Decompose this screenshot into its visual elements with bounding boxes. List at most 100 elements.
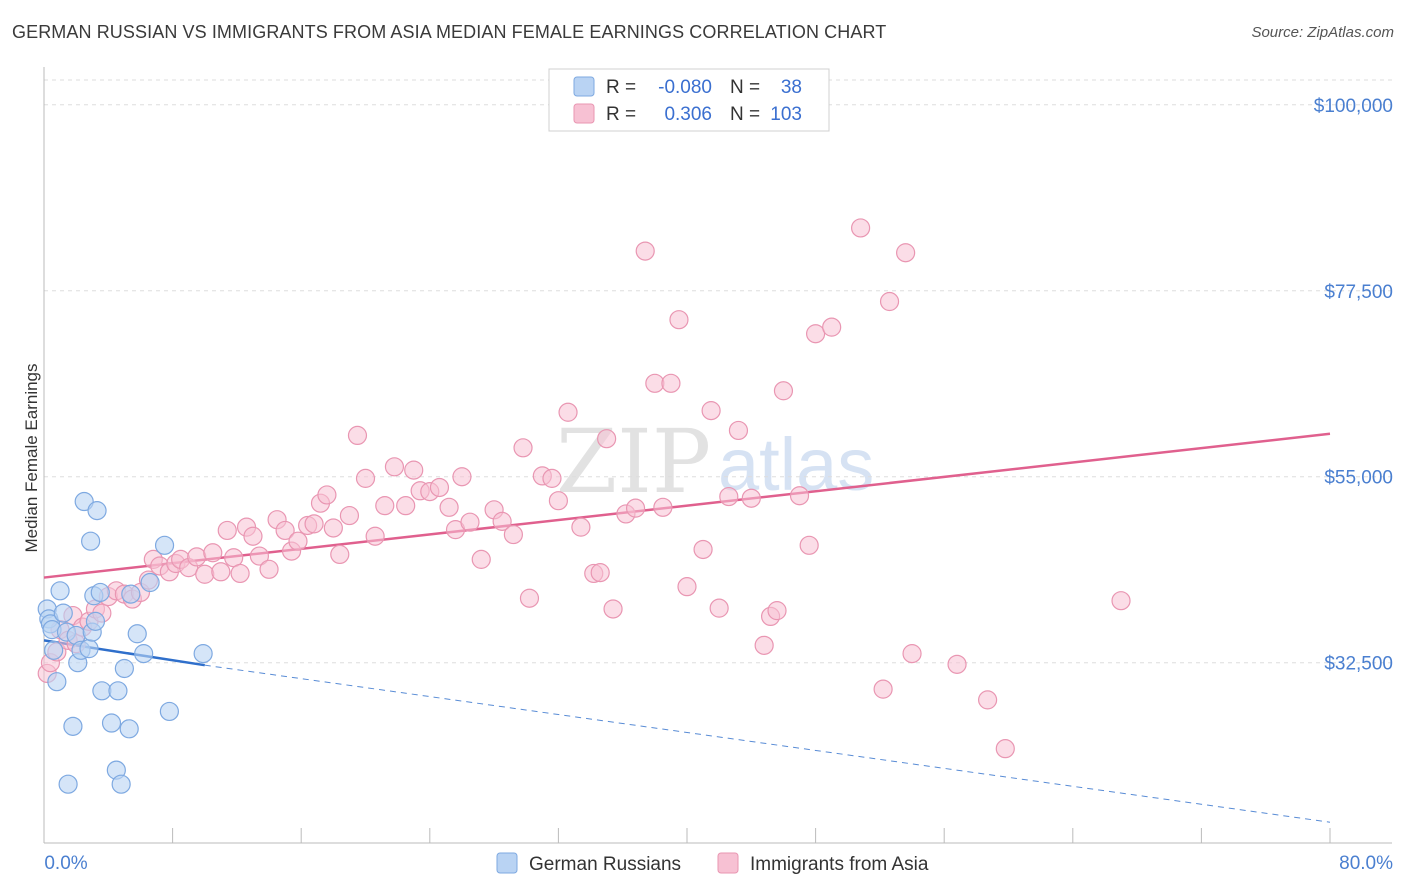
legend-swatch-pink [573, 103, 595, 124]
data-point-german-russians [127, 624, 147, 644]
watermark-zip: ZIP [556, 410, 711, 513]
data-point-german-russians [81, 531, 101, 551]
y-tick-labels: $32,500 $55,000 $77,500 $100,000 [1314, 96, 1393, 675]
y-tick-label: $100,000 [1314, 96, 1393, 117]
data-point-immigrants-from-asia [851, 218, 871, 238]
data-point-immigrants-from-asia [789, 486, 810, 506]
data-point-immigrants-from-asia [355, 468, 376, 488]
trend-line-blue-extrapolated [204, 664, 1331, 823]
data-point-immigrants-from-asia [513, 438, 533, 458]
data-point-immigrants-from-asia [548, 491, 569, 511]
legend-swatch-blue [573, 76, 595, 97]
data-point-immigrants-from-asia [902, 644, 922, 664]
x-tick-label-max: 80.0% [1339, 853, 1393, 874]
data-point-immigrants-from-asia [519, 588, 540, 608]
data-point-german-russians [159, 701, 179, 722]
y-axis-label: Median Female Earnings [22, 364, 41, 553]
data-point-immigrants-from-asia [799, 535, 819, 555]
data-point-german-russians [53, 603, 73, 623]
bottom-legend-label-pink: Immigrants from Asia [750, 854, 929, 875]
data-point-immigrants-from-asia [288, 531, 308, 551]
data-point-immigrants-from-asia [471, 549, 491, 569]
data-point-immigrants-from-asia [384, 457, 405, 477]
data-point-immigrants-from-asia [701, 401, 721, 421]
data-point-german-russians [79, 639, 99, 659]
y-tick-label: $55,000 [1324, 468, 1393, 489]
data-point-immigrants-from-asia [669, 310, 689, 330]
data-point-immigrants-from-asia [492, 511, 512, 531]
data-point-immigrants-from-asia [558, 402, 578, 422]
data-point-immigrants-from-asia [947, 654, 967, 674]
data-point-immigrants-from-asia [709, 598, 729, 618]
data-point-immigrants-from-asia [396, 496, 416, 516]
data-point-immigrants-from-asia [767, 601, 787, 621]
data-point-immigrants-from-asia [323, 518, 343, 538]
bottom-legend: German Russians Immigrants from Asia [496, 852, 929, 875]
data-point-immigrants-from-asia [677, 577, 697, 597]
x-tick-labels: 0.0% 80.0% [44, 853, 1393, 874]
data-point-german-russians [108, 681, 128, 701]
legend-r-value-blue: -0.080 [658, 77, 712, 98]
data-point-immigrants-from-asia [503, 524, 523, 545]
data-point-immigrants-from-asia [404, 460, 424, 480]
data-point-immigrants-from-asia [452, 467, 472, 487]
data-point-immigrants-from-asia [304, 514, 324, 534]
y-tick-label: $77,500 [1324, 282, 1393, 303]
data-point-german-russians [44, 640, 64, 660]
data-point-immigrants-from-asia [187, 547, 207, 567]
data-point-immigrants-from-asia [542, 468, 562, 488]
data-point-german-russians [114, 658, 134, 679]
bottom-legend-swatch-blue [496, 852, 518, 874]
data-point-german-russians [87, 501, 107, 521]
data-point-immigrants-from-asia [661, 373, 681, 393]
data-point-immigrants-from-asia [217, 520, 237, 541]
data-point-german-russians [63, 716, 83, 736]
data-point-german-russians [134, 644, 154, 664]
legend-frame [548, 68, 830, 132]
data-point-immigrants-from-asia [728, 420, 749, 441]
data-point-german-russians [58, 774, 78, 794]
data-point-immigrants-from-asia [603, 599, 623, 619]
data-point-immigrants-from-asia [597, 429, 617, 449]
data-point-german-russians [121, 584, 141, 604]
data-point-immigrants-from-asia [429, 477, 450, 498]
data-point-immigrants-from-asia [754, 635, 774, 655]
data-point-immigrants-from-asia [230, 563, 250, 584]
data-point-immigrants-from-asia [896, 243, 916, 263]
data-point-immigrants-from-asia [822, 317, 842, 337]
data-point-immigrants-from-asia [995, 739, 1015, 759]
legend-n-label-pink: N = [730, 104, 760, 125]
data-point-immigrants-from-asia [873, 679, 893, 699]
data-point-german-russians [85, 611, 106, 631]
data-point-german-russians [47, 672, 67, 692]
data-point-german-russians [111, 774, 131, 794]
data-point-immigrants-from-asia [1111, 591, 1131, 611]
data-point-immigrants-from-asia [741, 488, 761, 508]
chart-title: GERMAN RUSSIAN VS IMMIGRANTS FROM ASIA M… [12, 22, 887, 42]
data-point-immigrants-from-asia [203, 543, 223, 563]
data-point-immigrants-from-asia [693, 539, 713, 560]
legend-r-value-pink: 0.306 [664, 104, 712, 125]
data-point-german-russians [101, 713, 122, 733]
data-point-immigrants-from-asia [571, 517, 591, 537]
data-point-immigrants-from-asia [330, 544, 350, 565]
legend-box: R = -0.080 N = 38 R = 0.306 N = 103 [548, 68, 830, 132]
data-point-immigrants-from-asia [259, 559, 279, 579]
data-point-immigrants-from-asia [365, 526, 385, 546]
legend-n-label-blue: N = [730, 77, 760, 98]
data-point-immigrants-from-asia [879, 291, 900, 312]
data-point-immigrants-from-asia [978, 690, 998, 710]
data-point-immigrants-from-asia [590, 563, 610, 583]
data-point-immigrants-from-asia [719, 486, 739, 507]
data-point-immigrants-from-asia [625, 498, 646, 518]
data-point-german-russians [154, 535, 175, 555]
data-point-immigrants-from-asia [375, 496, 395, 516]
data-point-immigrants-from-asia [317, 485, 337, 505]
points-immigrants-from-asia [37, 218, 1131, 759]
data-point-immigrants-from-asia [805, 324, 826, 344]
data-point-immigrants-from-asia [195, 564, 215, 584]
bottom-legend-label-blue: German Russians [529, 854, 681, 875]
source-label: Source: ZipAtlas.com [1251, 24, 1394, 41]
data-point-immigrants-from-asia [439, 497, 459, 517]
